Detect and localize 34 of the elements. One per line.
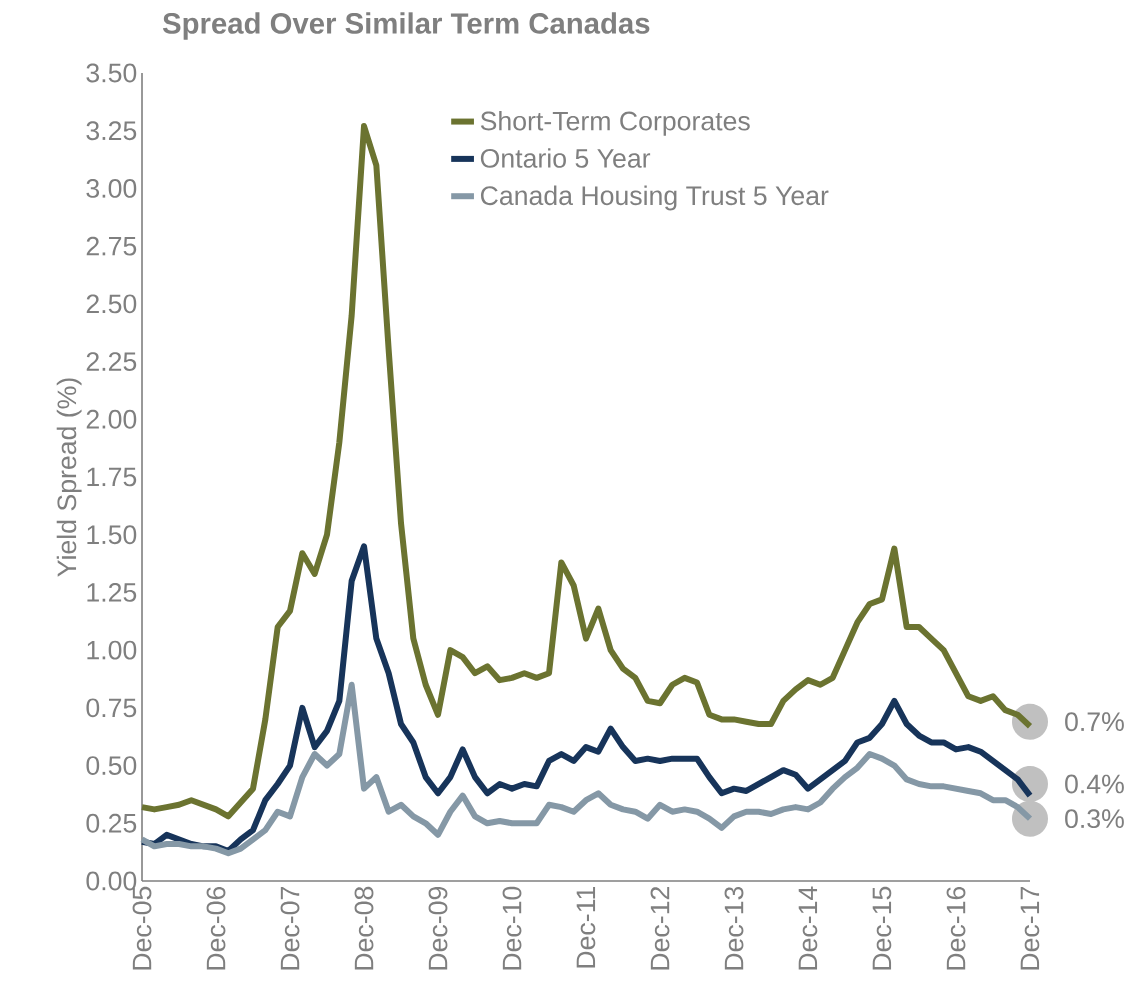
y-tick-label: 1.75 (87, 467, 137, 487)
y-tick-label: 2.50 (86, 294, 137, 314)
legend-label: Short-Term Corporates (480, 110, 750, 136)
x-tick-label: Dec-08 (354, 886, 374, 970)
y-tick-label: 3.00 (86, 178, 137, 198)
x-tick-label: Dec-13 (724, 886, 744, 970)
annotation: 0.7% (1065, 712, 1124, 732)
y-tick-label: 2.00 (86, 409, 137, 429)
annotation: 0.3% (1065, 809, 1124, 829)
x-tick-label: Dec-09 (428, 886, 448, 970)
y-tick-label: 2.75 (86, 236, 137, 256)
x-tick-label: Dec-12 (650, 887, 670, 970)
x-tick-label: Dec-06 (206, 886, 226, 970)
y-tick-label: 1.50 (87, 525, 137, 545)
x-tick-label: Dec-17 (1020, 887, 1040, 970)
x-tick-label: Dec-15 (872, 886, 892, 970)
y-tick-label: 1.25 (87, 582, 137, 602)
y-tick-label: 1.00 (87, 640, 137, 660)
y-tick-label: 0.75 (86, 698, 137, 718)
x-tick-label: Dec-10 (502, 886, 522, 970)
chart-title: Spread Over Similar Term Canadas (162, 12, 650, 40)
legend-label: Canada Housing Trust 5 Year (480, 185, 829, 211)
y-tick-label: 0.25 (86, 813, 137, 833)
legend-label: Ontario 5 Year (480, 148, 651, 168)
y-tick-label: 0.50 (86, 756, 137, 775)
x-tick-label: Dec-11 (576, 887, 596, 968)
y-tick-label: 2.25 (86, 352, 137, 371)
y-tick-label: 3.50 (86, 63, 137, 83)
x-tick-label: Dec-14 (798, 886, 818, 970)
x-tick-label: Dec-16 (946, 886, 966, 970)
annotation: 0.4% (1065, 774, 1124, 794)
y-axis-title: Yield Spread (%) (56, 378, 82, 577)
y-tick-label: 3.25 (86, 121, 137, 141)
x-tick-label: Dec-07 (280, 887, 300, 970)
